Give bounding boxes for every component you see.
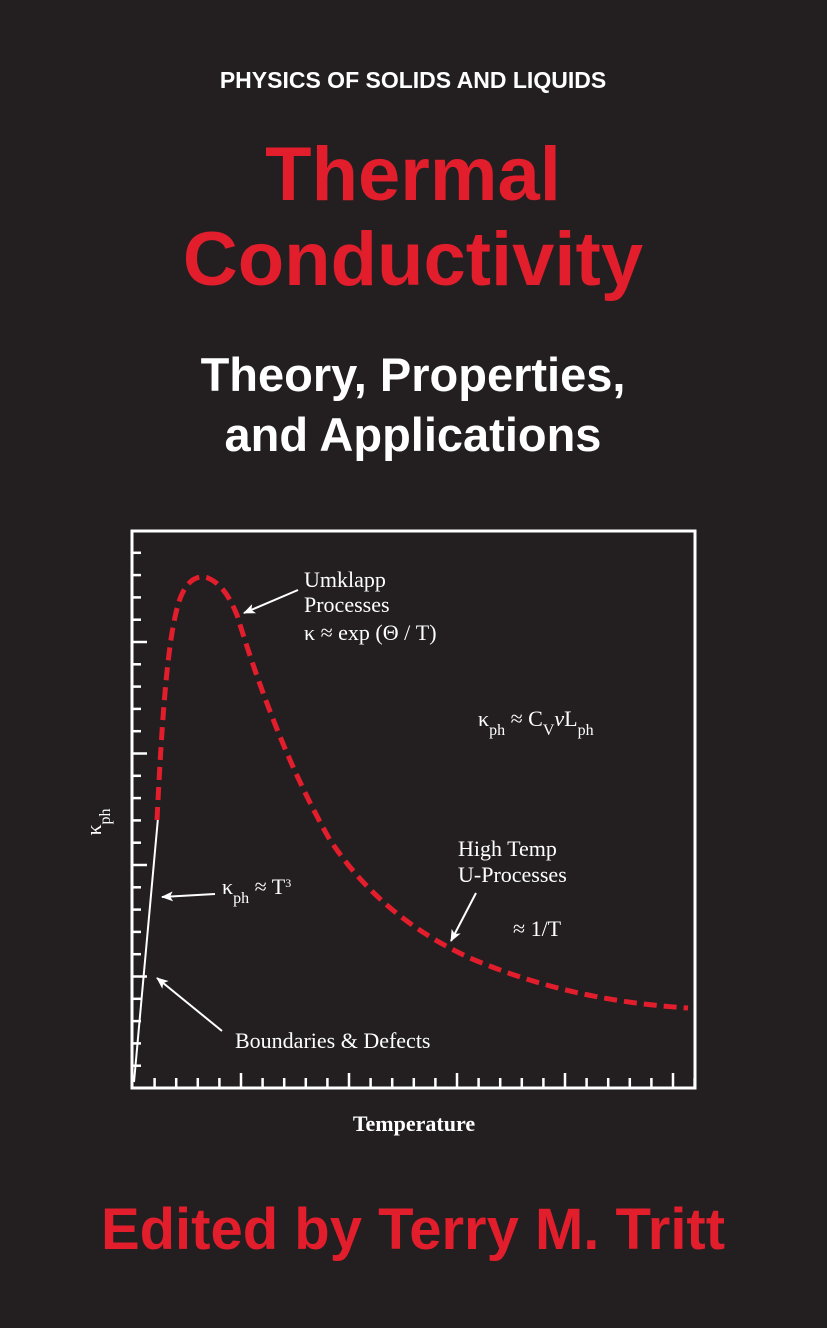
- subtitle-line: and Applications: [225, 408, 602, 461]
- arrow: [450, 892, 477, 942]
- plot-frame: [130, 529, 697, 1090]
- formula-part: ν: [554, 706, 564, 731]
- annotation: Boundaries & Defects: [235, 1028, 431, 1053]
- conductivity-curve: [154, 574, 689, 1011]
- arrow: [161, 891, 216, 902]
- formula: κph ≈ CVνLph: [478, 706, 594, 739]
- annotation: Processes: [304, 592, 390, 617]
- formula-part: ph: [233, 890, 249, 907]
- y-axis-label: κph: [81, 808, 114, 835]
- annotation: ≈ 1/T: [513, 916, 562, 941]
- formula-part: κ: [478, 706, 489, 731]
- formula: κph ≈ T3: [222, 874, 291, 907]
- annotation: High Temp: [458, 836, 557, 861]
- formula-part: V: [543, 722, 555, 739]
- label-part: ph: [97, 808, 114, 824]
- formula-part: κ: [222, 874, 233, 899]
- arrow: [243, 589, 299, 614]
- arrow: [156, 977, 223, 1032]
- annotation: U-Processes: [458, 862, 567, 887]
- title-line: Conductivity: [183, 217, 643, 302]
- series-name: PHYSICS OF SOLIDS AND LIQUIDS: [220, 67, 606, 93]
- annotation: Umklapp: [304, 567, 386, 592]
- x-axis-label: Temperature: [353, 1111, 475, 1136]
- formula-part: ph: [578, 722, 594, 739]
- axis-ticks: [133, 551, 696, 1087]
- editor: Edited by Terry M. Tritt: [101, 1197, 725, 1262]
- formula-part: L: [564, 706, 577, 731]
- figure: Umklapp Processes κ ≈ exp (Θ / T) κph ≈ …: [81, 529, 697, 1136]
- title-line: Thermal: [265, 132, 561, 217]
- formula-part: 3: [285, 876, 291, 890]
- formula-part: ph: [489, 722, 505, 739]
- low-temperature-line: [133, 817, 159, 1083]
- annotation: κ ≈ exp (Θ / T): [304, 620, 437, 645]
- label-part: κ: [81, 824, 106, 835]
- formula-part: ≈ C: [505, 706, 543, 731]
- subtitle-line: Theory, Properties,: [201, 348, 626, 401]
- formula-part: ≈ T: [249, 874, 286, 899]
